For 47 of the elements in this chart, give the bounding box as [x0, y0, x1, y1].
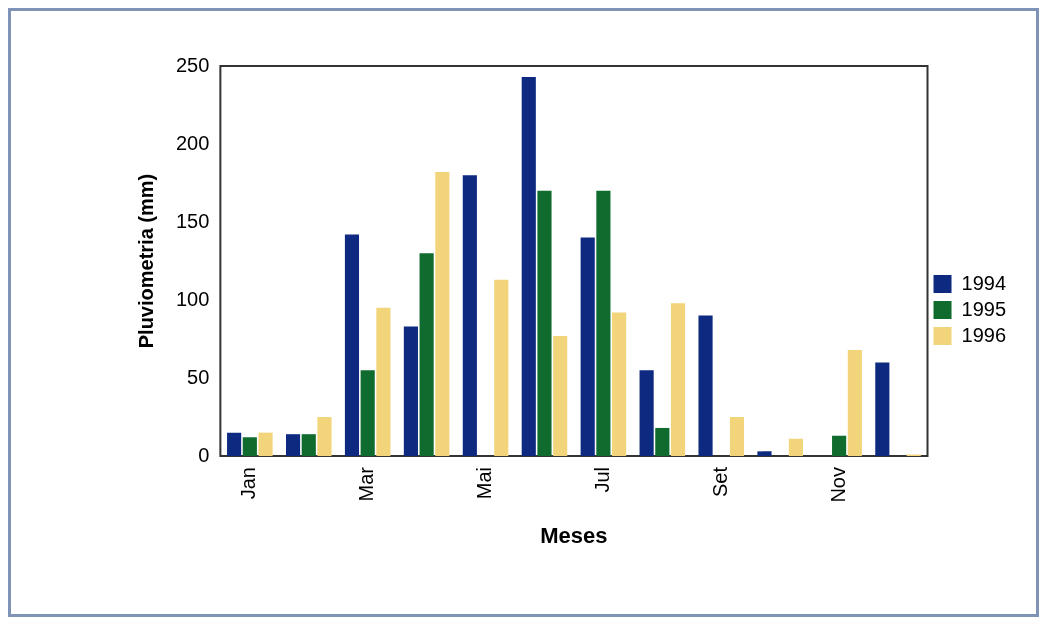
y-axis-title: Pluviometria (mm) [134, 173, 157, 349]
bar [242, 437, 257, 457]
legend-label: 1995 [961, 297, 1007, 320]
bar [344, 234, 360, 457]
legend-label: 1996 [961, 323, 1007, 346]
bar [788, 438, 803, 457]
bar [655, 427, 670, 457]
bar [670, 303, 686, 457]
bar [462, 175, 477, 457]
bar [258, 432, 273, 457]
bar [301, 434, 316, 457]
bar [376, 307, 391, 457]
bar [698, 315, 713, 457]
bar [537, 190, 552, 457]
bar [227, 432, 242, 457]
bar [285, 434, 301, 457]
bar [553, 335, 568, 457]
y-tick-label: 100 [175, 287, 210, 310]
y-tick-label: 150 [175, 209, 210, 232]
bar [360, 370, 375, 457]
bar [419, 253, 434, 457]
legend-label: 1994 [961, 271, 1007, 294]
bar [403, 326, 418, 457]
y-tick-label: 50 [187, 365, 210, 388]
bar [832, 435, 847, 457]
x-tick-label: Mar [355, 466, 378, 502]
bar [596, 190, 611, 457]
bar [435, 172, 450, 457]
bar [875, 362, 890, 457]
y-tick-label: 250 [175, 53, 210, 76]
bar [317, 417, 332, 457]
x-tick-label: Jan [237, 467, 260, 500]
x-axis-title: Meses [540, 522, 608, 548]
x-tick-label: Nov [826, 467, 849, 503]
bar [639, 370, 654, 457]
x-tick-label: Mai [473, 467, 496, 500]
bar [729, 417, 745, 457]
bar [494, 279, 509, 457]
bar [521, 76, 536, 457]
bar [847, 349, 862, 457]
x-tick-label: Jul [590, 467, 613, 493]
x-tick-label: Set [708, 466, 731, 498]
y-tick-label: 200 [175, 131, 210, 154]
bar [612, 312, 627, 457]
bar [580, 237, 595, 457]
bar [757, 451, 772, 457]
y-tick-label: 0 [198, 443, 210, 466]
